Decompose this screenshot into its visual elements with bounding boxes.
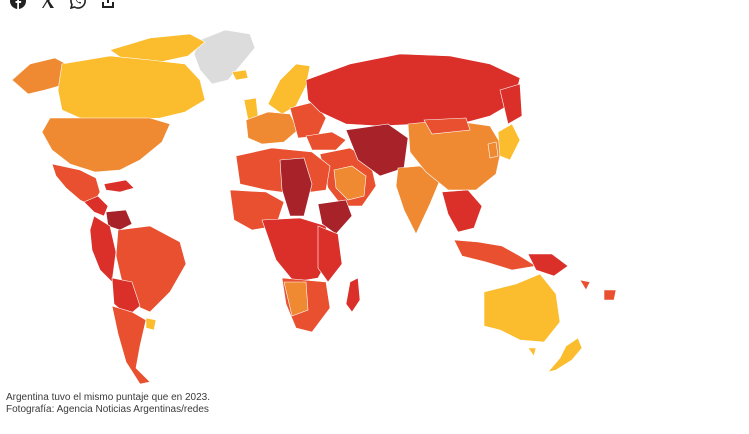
caption-text: Argentina tuvo el mismo puntaje que en 2… <box>6 392 211 403</box>
region-canada <box>57 55 206 121</box>
region-caribbean <box>103 179 135 193</box>
caption-credit: Fotografía: Agencia Noticias Argentinas/… <box>6 404 209 415</box>
region-western-europe <box>245 111 299 145</box>
region-pacific-islands <box>603 289 617 301</box>
region-andes-north <box>89 215 117 283</box>
region-namibia-botswana <box>283 281 309 317</box>
region-venezuela <box>105 209 133 231</box>
region-pacific-islands-2 <box>579 279 591 291</box>
region-east-africa <box>317 225 343 283</box>
region-turkey <box>305 131 347 151</box>
region-eastern-europe <box>289 101 327 139</box>
region-iceland <box>231 69 249 81</box>
x-icon[interactable] <box>40 0 56 9</box>
region-japan <box>497 123 521 161</box>
region-australia <box>483 273 561 343</box>
region-bolivia <box>111 277 141 317</box>
region-horn-africa <box>317 199 353 235</box>
region-tasmania <box>527 347 537 357</box>
region-russia-east <box>499 83 523 125</box>
region-libya-sudan <box>279 157 313 217</box>
region-russia <box>305 53 521 127</box>
region-papua <box>527 253 569 277</box>
region-scandinavia <box>267 63 311 115</box>
whatsapp-icon[interactable] <box>70 0 86 9</box>
region-arabia <box>333 165 367 201</box>
region-argentina <box>111 305 151 385</box>
region-china <box>407 119 503 191</box>
region-korea <box>487 141 499 159</box>
region-new-zealand <box>547 337 583 373</box>
world-map <box>0 20 640 390</box>
region-usa <box>41 117 171 173</box>
image-caption: Argentina tuvo el mismo puntaje que en 2… <box>6 392 606 416</box>
share-bar <box>10 0 116 9</box>
region-uruguay <box>145 317 157 331</box>
corruption-map-graphic <box>11 29 617 385</box>
share-icon[interactable] <box>100 0 116 9</box>
facebook-icon[interactable] <box>10 0 26 9</box>
region-mongolia <box>423 117 471 135</box>
region-madagascar <box>345 277 361 313</box>
region-southeast-asia <box>441 189 483 233</box>
region-central-america <box>83 195 109 217</box>
region-indonesia <box>453 239 537 271</box>
